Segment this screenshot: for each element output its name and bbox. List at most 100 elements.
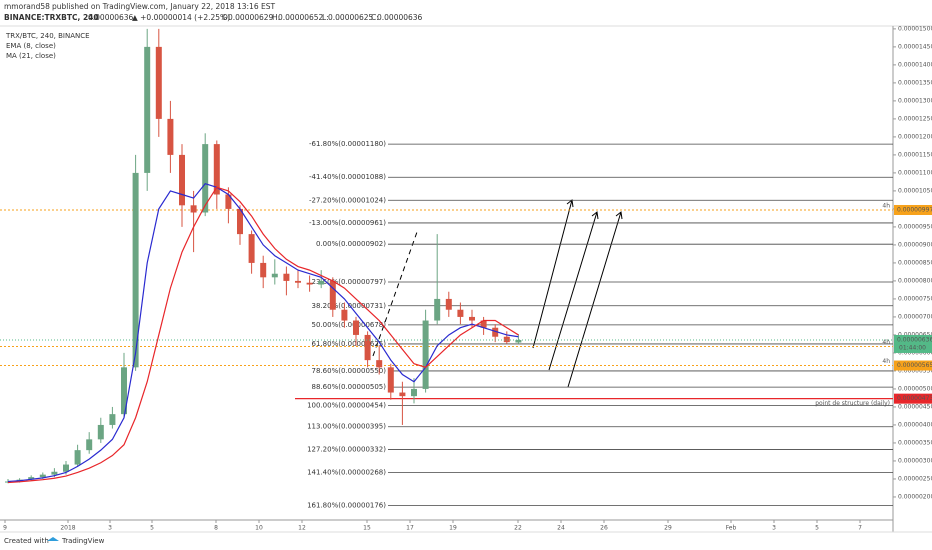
price-badge [894,204,932,215]
level-tag: point de structure (daily) [815,400,890,407]
y-tick-label: 0.00000700 [898,313,932,320]
candle-body [155,46,162,119]
candle-body [248,234,255,263]
y-tick-label: 0.00000250 [898,475,932,482]
ohlc: 0.00000652 [278,13,324,22]
candle-body [469,316,475,321]
y-tick-label: 0.00000850 [898,259,932,266]
y-tick-label: 0.00000900 [898,241,932,248]
ohlc: O: [222,13,230,22]
ohlc: 0.00000636 [377,13,423,22]
x-tick-label: 7 [858,525,862,532]
candle-body [445,298,452,310]
y-tick-label: 0.00000500 [898,385,932,392]
y-tick-label: 0.00001450 [898,43,932,50]
candle-body [295,280,301,283]
dashed-trend [372,231,418,357]
y-tick-label: 0.00000750 [898,295,932,302]
price-badge [894,393,932,404]
candle-body [480,320,487,328]
candle-body [179,154,185,206]
x-tick-label: 3 [108,525,112,532]
x-tick-label: 24 [557,525,565,532]
candle-body [329,280,336,310]
candle-body [121,367,127,415]
fib-label: 100.00%(0.00000454) [307,402,386,410]
level-tag: 4h [882,202,890,209]
price-badge [894,360,932,371]
x-tick-label: 8 [214,525,218,532]
ohlc: C: [371,13,379,22]
published: published on TradingView.com, January 22… [52,2,275,11]
logo [47,537,59,541]
candle-body [86,439,93,451]
fib-label: 141.40%(0.00000268) [307,468,386,476]
candle-body [167,118,174,155]
price-badge-label: 0.00000565 [897,362,932,369]
ohlc: H: [272,13,280,22]
y-tick-label: 0.00000300 [898,457,932,464]
candle-body [213,144,220,195]
candle-body [63,464,69,472]
x-tick-label: 10 [255,525,263,532]
y-tick-label: 0.00001150 [898,151,932,158]
fib-label: 61.80%(0.00000625) [312,340,387,348]
price-badge-label: 0.00000473 [897,395,932,402]
y-tick-label: 0.00000450 [898,403,932,410]
fib-label: -27.20%(0.00001024) [309,196,386,204]
x-tick-label: 9 [3,525,7,532]
candle-body [144,46,151,173]
x-tick-label: 5 [150,525,154,532]
y-tick-label: 0.00001500 [898,25,932,32]
footer-created: Created with [4,537,49,545]
legend-item: EMA (8, close) [6,42,56,50]
fib-label: 0.00%(0.00000902) [316,240,386,248]
arrow [567,211,623,388]
fib-label: -41.40%(0.00001088) [309,173,386,181]
x-tick-label: 5 [815,525,819,532]
candle-body [51,471,58,475]
change: ▲ +0.00000014 (+2.25%) [132,13,230,22]
x-tick-label: 26 [600,525,608,532]
fib-label: 50.00%(0.00000678) [312,321,387,329]
candle-body [132,172,139,368]
last: 0.00000636 [88,13,134,22]
fib-label: 23.60%(0.00000797) [312,278,387,286]
ohlc: L: [322,13,329,22]
candle-body [411,388,417,397]
candle-body [399,392,406,397]
countdown: 01:44:00 [899,344,926,351]
y-tick-label: 0.00000400 [898,421,932,428]
x-tick-label: 3 [772,525,776,532]
candle-body [283,273,290,281]
ohlc: 0.00000625 [328,13,374,22]
candle-body [97,424,104,440]
x-tick-label: 19 [449,525,457,532]
candle-body [503,336,510,343]
legend-item: MA (21, close) [6,52,56,60]
candle-body [237,208,243,235]
y-tick-label: 0.00001200 [898,133,932,140]
indicator-line [7,183,519,483]
candle-body [353,320,359,335]
x-tick-label: 2018 [60,525,75,532]
candle-body [260,262,267,278]
fib-label: -13.00%(0.00000961) [309,219,386,227]
price-badge-label: 0.00000636 [897,336,932,343]
candle-body [271,273,278,278]
candle-body [225,194,232,209]
indicator-line [7,186,519,484]
x-tick-label: 17 [406,525,414,532]
candle-body [434,298,441,321]
candle-body [515,339,522,343]
fib-label: 38.20%(0.00000731) [312,302,387,310]
y-tick-label: 0.00001250 [898,115,932,122]
fib-label: 127.20%(0.00000332) [307,445,386,453]
footer-brand: TradingView [61,537,105,545]
candle-body [28,477,35,480]
ohlc: 0.00000629 [228,13,274,22]
y-tick-label: 0.00000550 [898,367,932,374]
candle-body [376,360,383,368]
candle-body [318,280,325,285]
